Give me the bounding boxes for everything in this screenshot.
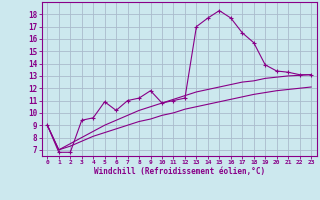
X-axis label: Windchill (Refroidissement éolien,°C): Windchill (Refroidissement éolien,°C) [94,167,265,176]
